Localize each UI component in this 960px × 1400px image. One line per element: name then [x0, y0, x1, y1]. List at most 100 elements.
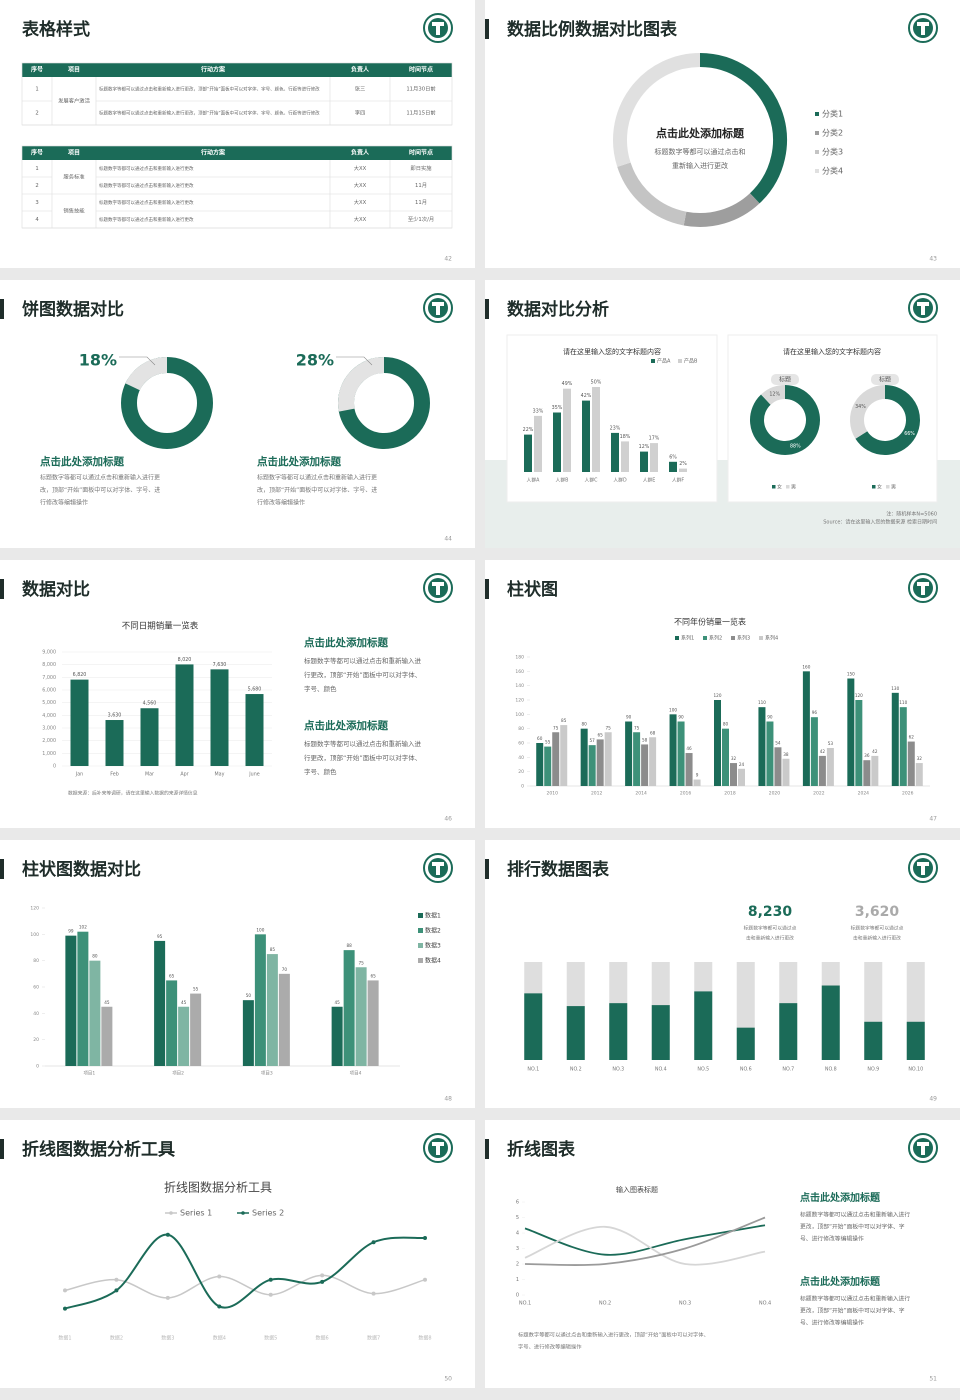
- legend-label: 分类4: [822, 166, 843, 176]
- body-text: 重新输入进行更改: [672, 161, 728, 170]
- legend-label: 数据3: [425, 942, 441, 950]
- body-text: 标题数字等都可以通过点击和重新输入进: [304, 739, 422, 748]
- table-cell: 标题数字等都可以通过点击和重新输入进行更改: [99, 199, 194, 206]
- table-border: [21, 145, 453, 229]
- table-header-cell: 序号: [30, 66, 43, 74]
- bar: [588, 745, 596, 786]
- legend-label: 数据2: [425, 927, 441, 935]
- y-tick-label: 3,000: [42, 726, 56, 732]
- slide-title: 折线图表: [507, 1139, 576, 1160]
- y-tick-label: 3: [516, 1246, 519, 1252]
- value-label: 50: [246, 993, 252, 998]
- legend-label: 分类2: [822, 128, 843, 138]
- point: [217, 1304, 222, 1309]
- slide-title: 柱状图数据对比: [22, 859, 141, 880]
- value-label: 57: [589, 738, 595, 743]
- slide-title: 数据比例数据对比图表: [507, 19, 678, 40]
- body-text: 行更改，顶部“开始”面板中可以对字体、: [304, 670, 421, 679]
- value-label: 17%: [649, 436, 660, 442]
- x-tick-label: 2020: [769, 791, 781, 797]
- point: [114, 1288, 119, 1293]
- table-header-cell: 时间节点: [409, 66, 433, 74]
- slide-background: [485, 840, 960, 1108]
- slide: 数据对比 46 不同日期销量一览表 0 1,000 2,000 3,000 4,000 5,00…: [0, 560, 475, 828]
- title-bar: [485, 859, 489, 879]
- y-tick-label: 120: [30, 906, 39, 912]
- value-label: 6%: [669, 454, 677, 460]
- bar: [802, 671, 810, 786]
- x-tick-label: 项目4: [350, 1071, 362, 1077]
- legend-label: 数据4: [425, 957, 441, 965]
- body-text: 改，顶部“开始”面板中可以对字体、字号、进: [40, 486, 160, 494]
- bar: [821, 985, 840, 1060]
- bar: [694, 991, 713, 1060]
- y-tick-label: 5: [516, 1215, 519, 1221]
- y-tick-label: 180: [515, 655, 524, 661]
- legend-swatch: [872, 485, 876, 489]
- bar: [625, 721, 633, 786]
- body-text: 击和重新输入进行更改: [853, 935, 901, 942]
- value-label: 130: [891, 686, 899, 691]
- x-tick-label: NO.1: [527, 1067, 539, 1073]
- bar: [915, 763, 923, 786]
- bar: [847, 678, 855, 786]
- value-label: 90: [678, 715, 684, 720]
- bar: [552, 732, 560, 786]
- slide-title: 折线图数据分析工具: [22, 1139, 175, 1160]
- legend-swatch: [772, 485, 776, 489]
- point: [371, 1291, 376, 1296]
- y-tick-label: 20: [518, 769, 524, 775]
- x-tick-label: NO.7: [782, 1067, 794, 1073]
- bar: [242, 1000, 254, 1066]
- value-label: 58: [642, 737, 648, 742]
- table-cell: 大XX: [354, 198, 367, 206]
- legend-label: 男: [791, 485, 796, 491]
- legend-swatch: [759, 636, 763, 640]
- table-cell: 标题数字等都可以通过点击和重新输入进行更改: [99, 165, 194, 172]
- y-tick-label: 140: [515, 683, 524, 689]
- x-tick-label: Jan: [75, 772, 83, 778]
- x-tick-label: 数据1: [58, 1335, 71, 1342]
- block-heading: 点击此处添加标题: [304, 636, 388, 649]
- x-tick-label: 项目1: [83, 1071, 95, 1077]
- bar: [864, 1021, 883, 1060]
- line-series: [64, 1274, 426, 1299]
- value-label: 38: [783, 752, 789, 757]
- x-tick-label: 数据3: [161, 1335, 174, 1342]
- table-header-cell: 负责人: [351, 149, 370, 157]
- bar: [679, 468, 687, 472]
- legend-label: 男: [891, 485, 896, 491]
- bar: [604, 732, 612, 786]
- body-text: 改，顶部“开始”面板中可以对字体、字号、进: [257, 486, 377, 494]
- body-text: 标题数字等都可以通过点击和重新输入进: [304, 656, 422, 665]
- x-tick-label: 2026: [902, 791, 914, 797]
- stat-value: 8,230: [748, 904, 793, 920]
- value-label: 32: [917, 756, 923, 761]
- value-label: 55: [193, 987, 199, 992]
- chart-title: 不同日期销量一览表: [122, 621, 199, 632]
- x-tick-label: 人群A: [527, 477, 541, 484]
- y-tick-label: 0: [53, 764, 56, 770]
- legend-swatch: [886, 485, 890, 489]
- point: [114, 1277, 119, 1282]
- bar: [553, 412, 561, 472]
- table-header-cell: 项目: [68, 149, 80, 157]
- table-cell: 标题数字等都可以通过点击和重新输入进行更改: [99, 216, 194, 223]
- legend-label: 产品A: [657, 358, 671, 365]
- line-series: [524, 1225, 766, 1266]
- bar: [563, 388, 571, 472]
- value-label: 42: [872, 749, 878, 754]
- bar: [669, 461, 677, 472]
- logo: [432, 582, 444, 595]
- value-label: 54: [775, 740, 781, 745]
- bar: [677, 721, 685, 786]
- bar: [190, 993, 202, 1066]
- value-label: 45: [181, 1000, 187, 1005]
- note: 数据来源：后补来等调研，请在这里输入数据的来源详情信息: [68, 790, 198, 797]
- bar: [758, 707, 766, 786]
- legend-swatch: [651, 359, 655, 363]
- bar: [650, 443, 658, 472]
- bar: [534, 415, 542, 472]
- y-tick-label: 6: [516, 1200, 519, 1206]
